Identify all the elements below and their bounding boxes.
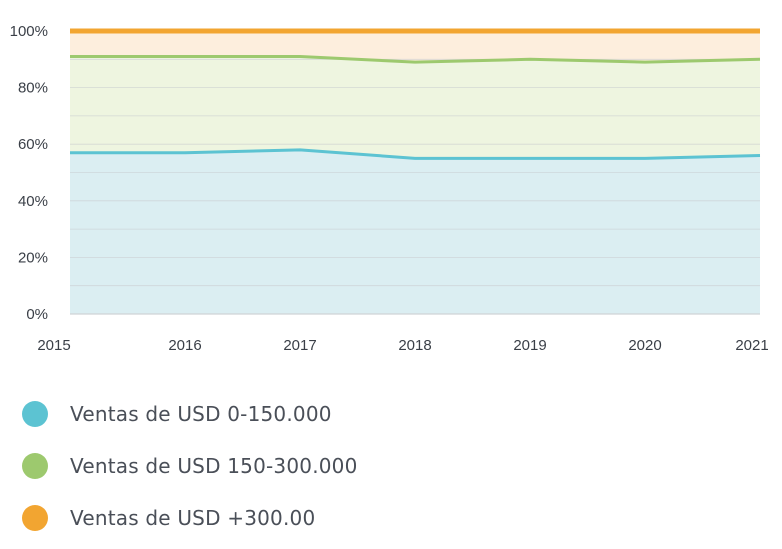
legend-label-series-2: Ventas de USD +300.00	[70, 506, 316, 530]
legend-item-series-2: Ventas de USD +300.00	[22, 492, 358, 544]
y-tick-label: 60%	[18, 136, 48, 153]
x-tick-label: 2018	[398, 337, 431, 354]
area-fill-series-1	[70, 56, 760, 159]
area-fill-series-2	[70, 31, 760, 63]
x-tick-label: 2021	[735, 337, 768, 354]
legend-item-series-1: Ventas de USD 150-300.000	[22, 440, 358, 492]
y-tick-label: 40%	[18, 193, 48, 210]
y-tick-label: 80%	[18, 80, 48, 97]
y-tick-label: 100%	[10, 23, 48, 40]
x-tick-label: 2020	[628, 337, 661, 354]
y-tick-label: 0%	[26, 306, 48, 323]
legend-label-series-0: Ventas de USD 0-150.000	[70, 402, 332, 426]
x-tick-label: 2016	[168, 337, 201, 354]
series-line-0	[70, 148, 761, 160]
chart-svg: 0% 20% 40% 60% 80% 100% 2015 2016 2017 2018 2019 20…	[10, 23, 769, 354]
y-tick-label: 20%	[18, 249, 48, 266]
area-fill-series-0	[70, 149, 760, 314]
legend-item-series-0: Ventas de USD 0-150.000	[22, 388, 358, 440]
legend-swatch-series-2	[22, 505, 48, 531]
x-tick-label: 2019	[513, 337, 546, 354]
legend-swatch-series-1	[22, 453, 48, 479]
legend-label-series-1: Ventas de USD 150-300.000	[70, 454, 358, 478]
x-tick-label: 2017	[283, 337, 316, 354]
legend-swatch-series-0	[22, 401, 48, 427]
chart-legend: Ventas de USD 0-150.000 Ventas de USD 15…	[22, 388, 358, 544]
x-tick-label: 2015	[37, 337, 70, 354]
series-line-1	[70, 54, 761, 64]
